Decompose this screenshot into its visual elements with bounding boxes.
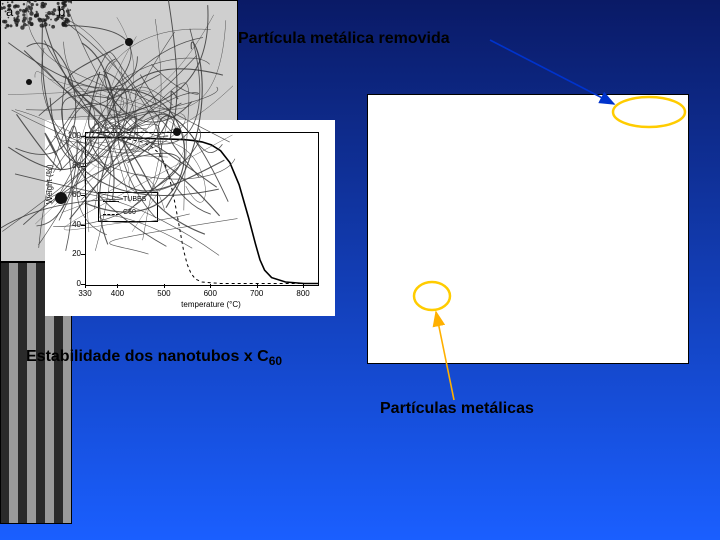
label-top: Partícula metálica removida bbox=[238, 30, 450, 48]
chart-xtick-label: 500 bbox=[152, 289, 176, 298]
chart-xlabel: temperature (°C) bbox=[161, 300, 261, 309]
chart-ytick-label: 0 bbox=[61, 279, 81, 288]
chart-xtick-label: 330 bbox=[73, 289, 97, 298]
chart-xtick-label: 800 bbox=[291, 289, 315, 298]
chart-xtick bbox=[210, 284, 211, 288]
chart-xtick bbox=[257, 284, 258, 288]
slide-root: Partícula metálica removida Estabilidade … bbox=[0, 0, 720, 540]
chart-xtick bbox=[164, 284, 165, 288]
chart-xtick-label: 400 bbox=[105, 289, 129, 298]
chart-xtick-label: 600 bbox=[198, 289, 222, 298]
label-left: Estabilidade dos nanotubos x C60 bbox=[26, 348, 282, 368]
chart-xtick-label: 700 bbox=[245, 289, 269, 298]
micrograph-panel bbox=[367, 94, 689, 364]
chart-xtick bbox=[303, 284, 304, 288]
chart-xtick bbox=[117, 284, 118, 288]
chart-xtick bbox=[85, 284, 86, 288]
label-bottom: Partículas metálicas bbox=[380, 400, 534, 418]
